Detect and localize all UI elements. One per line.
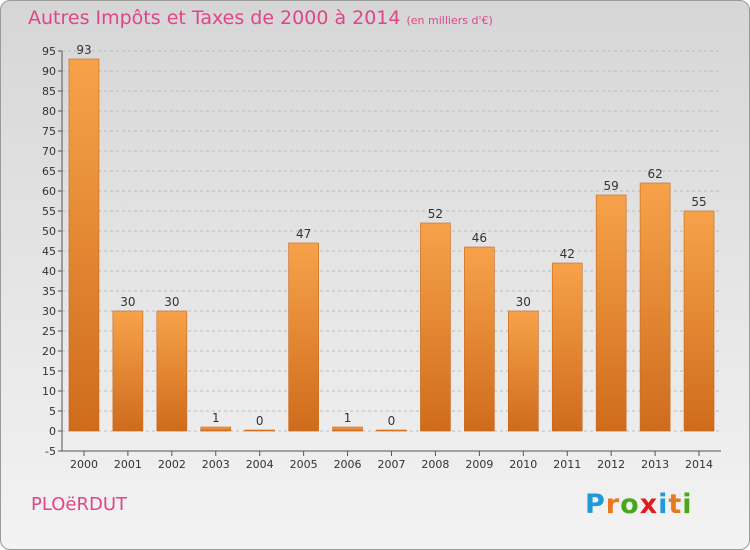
y-tick-label: 40 xyxy=(42,265,56,278)
logo-letter: P xyxy=(585,489,606,520)
x-tick-label-2000: 2000 xyxy=(70,458,98,471)
chart-subtitle: (en milliers d'€) xyxy=(406,14,493,27)
bar-2007 xyxy=(376,429,407,432)
bars: 93 30 30 1 0 47 1 0 52 46 30 42 59 62 55 xyxy=(68,43,715,432)
bar-2006 xyxy=(332,426,363,432)
x-tick-label-2014: 2014 xyxy=(685,458,713,471)
y-tick-label: 60 xyxy=(42,185,56,198)
y-tick-label: 85 xyxy=(42,85,56,98)
y-tick-label: 20 xyxy=(42,345,56,358)
y-tick-label: 30 xyxy=(42,305,56,318)
x-tick-label-2008: 2008 xyxy=(421,458,449,471)
y-tick-label: 75 xyxy=(42,125,56,138)
y-tick-label: 35 xyxy=(42,285,56,298)
y-tick-label: 55 xyxy=(42,205,56,218)
data-label-2010: 30 xyxy=(516,295,531,309)
bar-2014 xyxy=(683,210,715,432)
chart-title: Autres Impôts et Taxes de 2000 à 2014 (en… xyxy=(28,7,493,29)
x-tick-label-2002: 2002 xyxy=(158,458,186,471)
y-tick-label: 25 xyxy=(42,325,56,338)
x-tick-label-2007: 2007 xyxy=(378,458,406,471)
data-label-2009: 46 xyxy=(472,231,487,245)
x-tick-label-2009: 2009 xyxy=(465,458,493,471)
bar-2004 xyxy=(244,429,275,432)
y-tick-label: 5 xyxy=(49,405,56,418)
data-label-2013: 62 xyxy=(647,167,662,181)
x-tick-label-2010: 2010 xyxy=(509,458,537,471)
data-label-2008: 52 xyxy=(428,207,443,221)
data-label-2002: 30 xyxy=(164,295,179,309)
logo-letter: x xyxy=(639,489,659,520)
data-label-2005: 47 xyxy=(296,227,311,241)
bar-2009 xyxy=(464,246,495,432)
y-tick-label: 80 xyxy=(42,105,56,118)
data-label-2014: 55 xyxy=(691,195,706,209)
bar-2002 xyxy=(156,310,188,432)
y-tick-label: -5 xyxy=(45,445,56,458)
logo-letter: i xyxy=(658,489,669,520)
proxiti-logo: Proxiti xyxy=(585,489,693,520)
x-tick-label-2005: 2005 xyxy=(290,458,318,471)
bar-2008 xyxy=(420,222,451,432)
bar-2005 xyxy=(288,242,319,432)
x-tick-label-2001: 2001 xyxy=(114,458,142,471)
logo-letter: i xyxy=(682,489,693,520)
y-tick-label: 45 xyxy=(42,245,56,258)
bar-2000 xyxy=(68,58,100,432)
title-text: Autres Impôts et Taxes de 2000 à 2014 xyxy=(28,7,401,29)
data-label-2000: 93 xyxy=(76,43,91,57)
bar-2011 xyxy=(551,262,583,432)
y-tick-label: 0 xyxy=(49,425,56,438)
logo-letter: o xyxy=(620,489,640,520)
data-label-2011: 42 xyxy=(560,247,575,261)
commune-name: PLOëRDUT xyxy=(31,494,128,515)
axes: -505101520253035404550556065707580859095… xyxy=(42,45,721,471)
x-tick-label-2011: 2011 xyxy=(553,458,581,471)
data-label-2003: 1 xyxy=(212,411,220,425)
y-tick-label: 50 xyxy=(42,225,56,238)
y-tick-label: 70 xyxy=(42,145,56,158)
data-label-2006: 1 xyxy=(344,411,352,425)
bar-2013 xyxy=(639,182,671,432)
data-label-2004: 0 xyxy=(256,414,264,428)
data-label-2012: 59 xyxy=(604,179,619,193)
y-tick-label: 95 xyxy=(42,45,56,58)
x-tick-label-2004: 2004 xyxy=(246,458,274,471)
bar-2010 xyxy=(507,310,539,432)
bar-2012 xyxy=(595,194,627,432)
x-tick-label-2012: 2012 xyxy=(597,458,625,471)
logo-letter: r xyxy=(605,489,621,520)
x-tick-label-2003: 2003 xyxy=(202,458,230,471)
x-tick-label-2006: 2006 xyxy=(334,458,362,471)
bar-2001 xyxy=(112,310,144,432)
data-label-2007: 0 xyxy=(388,414,396,428)
y-tick-label: 65 xyxy=(42,165,56,178)
y-tick-label: 15 xyxy=(42,365,56,378)
bar-2003 xyxy=(200,426,232,432)
y-tick-label: 10 xyxy=(42,385,56,398)
x-tick-label-2013: 2013 xyxy=(641,458,669,471)
data-label-2001: 30 xyxy=(120,295,135,309)
y-tick-label: 90 xyxy=(42,65,56,78)
logo-letter: t xyxy=(668,489,683,520)
